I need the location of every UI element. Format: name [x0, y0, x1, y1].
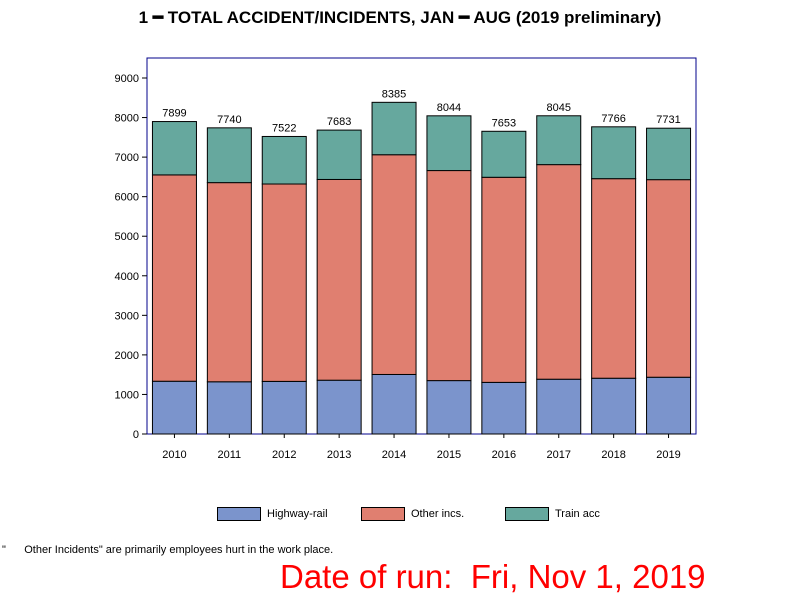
y-tick-label-0: 0: [133, 429, 139, 441]
bar-2017-highway-rail: [536, 378, 582, 435]
bar-2014-highway-rail: [371, 373, 417, 435]
y-tick-label-9000: 9000: [115, 73, 139, 85]
legend-swatch-other-incs: [361, 507, 405, 521]
x-tick-label-2013: 2013: [327, 449, 351, 461]
bar-2019-other-incs: [646, 179, 692, 378]
total-label-2018: 7766: [601, 113, 625, 125]
y-tick-label-3000: 3000: [115, 310, 139, 322]
run-date: Date of run: Fri, Nov 1, 2019: [280, 558, 706, 595]
bar-2018-other-incs: [591, 178, 637, 379]
x-tick-label-2011: 2011: [218, 449, 242, 461]
bar-2014-other-incs: [371, 154, 417, 375]
plot-frame: [146, 57, 697, 435]
y-tick-label-2000: 2000: [115, 350, 139, 362]
total-label-2019: 7731: [656, 114, 680, 126]
chart-title: 1 ━ TOTAL ACCIDENT/INCIDENTS, JAN ━ AUG …: [138, 8, 662, 27]
legend-swatch-highway-rail: [217, 507, 261, 521]
y-tick-label-4000: 4000: [115, 271, 139, 283]
bar-2019-train-acc: [646, 127, 692, 181]
total-label-2016: 7653: [492, 117, 516, 129]
bar-2011-other-incs: [206, 182, 252, 383]
bar-2016-other-incs: [481, 176, 527, 383]
y-tick-label-1000: 1000: [115, 389, 139, 401]
total-label-2015: 8044: [437, 102, 461, 114]
bar-2016-highway-rail: [481, 381, 527, 435]
total-label-2017: 8045: [547, 102, 571, 114]
bar-2010-highway-rail: [151, 380, 197, 435]
y-tick-label-6000: 6000: [115, 192, 139, 204]
bar-2013-highway-rail: [316, 379, 362, 435]
x-tick-label-2010: 2010: [162, 449, 186, 461]
x-tick-label-2019: 2019: [656, 449, 680, 461]
bar-2011-train-acc: [206, 127, 252, 184]
bar-2017-train-acc: [536, 115, 582, 166]
bar-2014-train-acc: [371, 101, 417, 156]
bar-2015-highway-rail: [426, 380, 472, 435]
bar-2010-train-acc: [151, 121, 197, 176]
y-tick-label-8000: 8000: [115, 113, 139, 125]
bar-2013-train-acc: [316, 129, 362, 180]
bar-2016-train-acc: [481, 130, 527, 178]
bar-2018-highway-rail: [591, 377, 637, 435]
bar-2013-other-incs: [316, 178, 362, 381]
legend-item-other-incs: Other incs.: [361, 506, 464, 522]
x-tick-label-2015: 2015: [437, 449, 461, 461]
bar-2019-highway-rail: [646, 376, 692, 435]
total-label-2013: 7683: [327, 116, 351, 128]
y-tick-label-7000: 7000: [115, 152, 139, 164]
legend-label-train-acc: Train acc: [555, 508, 600, 520]
bar-2017-other-incs: [536, 164, 582, 380]
legend-swatch-train-acc: [505, 507, 549, 521]
total-label-2012: 7522: [272, 122, 296, 134]
bar-2012-train-acc: [261, 135, 307, 185]
legend-item-highway-rail: Highway-rail: [217, 506, 328, 522]
bar-2012-highway-rail: [261, 380, 307, 435]
bar-2015-other-incs: [426, 170, 472, 382]
x-tick-label-2018: 2018: [601, 449, 625, 461]
x-tick-label-2016: 2016: [492, 449, 516, 461]
legend-label-other-incs: Other incs.: [411, 508, 465, 520]
x-tick-label-2012: 2012: [272, 449, 296, 461]
bar-2018-train-acc: [591, 126, 637, 180]
bar-2012-other-incs: [261, 183, 307, 382]
total-label-2014: 8385: [382, 88, 406, 100]
footnote: " Other Incidents" are primarily employe…: [2, 544, 334, 556]
y-tick-label-5000: 5000: [115, 231, 139, 243]
total-label-2010: 7899: [162, 108, 186, 120]
bar-2011-highway-rail: [206, 381, 252, 435]
legend-label-highway-rail: Highway-rail: [267, 508, 328, 520]
legend-item-train-acc: Train acc: [505, 506, 600, 522]
bar-2010-other-incs: [151, 174, 197, 382]
x-tick-label-2014: 2014: [382, 449, 406, 461]
total-label-2011: 7740: [217, 114, 241, 126]
chart-legend: Highway-rail Other incs. Train acc: [0, 506, 800, 522]
x-tick-label-2017: 2017: [547, 449, 571, 461]
bar-2015-train-acc: [426, 115, 472, 172]
